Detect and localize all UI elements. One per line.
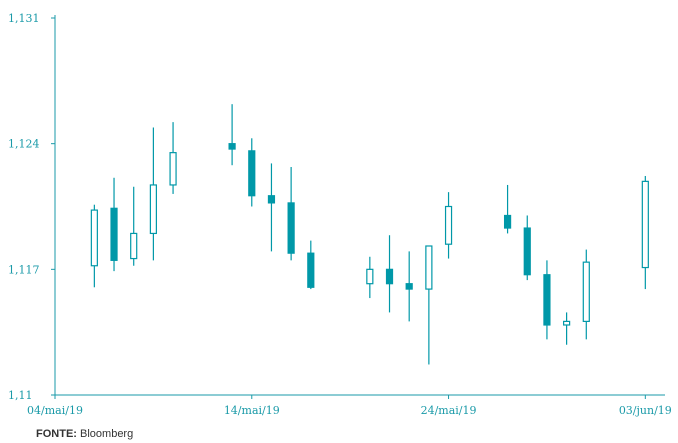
candle-body-up [149,184,157,235]
y-tick-label: 1,117 [8,263,40,276]
candle [523,215,531,281]
candle-body-down [287,202,295,254]
x-tick-label: 04/mai/19 [27,404,83,417]
candle [149,127,157,261]
x-tick-label: 03/jun/19 [619,404,672,417]
candle [405,251,413,322]
candle-body-up [563,320,571,326]
candle-body-down [307,252,315,288]
candle-body-down [405,283,413,290]
candle-body-down [543,274,551,326]
tick-labels: 1,131 1,124 1,117 1,11 04/mai/19 14/mai/19 24/… [8,12,672,417]
candle-body-down [248,150,256,197]
candle-body-down [228,143,236,150]
candle [563,312,571,345]
candle-body-up [444,205,453,245]
candle [228,104,236,166]
candle-body-up [582,261,590,322]
candle-body-up [169,152,177,186]
candle-body-up [425,245,433,290]
candle [307,240,315,290]
x-tick-label: 14/mai/19 [224,404,280,417]
candle-body-down [523,227,531,276]
candle [385,235,394,313]
candle-body-up [366,268,374,285]
candle-body-down [503,214,512,229]
candle [444,192,453,259]
candle [366,256,374,299]
candle-body-up [641,180,649,269]
candle [641,175,649,290]
candle [169,122,177,194]
candle [582,249,590,340]
y-tick-label: 1,124 [8,138,40,151]
candle-body-up [90,209,98,267]
candle [248,138,256,207]
candle [130,186,138,266]
source-label: FONTE: [36,428,77,440]
candle [287,167,295,261]
candle-body-down [385,268,394,285]
x-tick-label: 24/mai/19 [421,404,477,417]
candles-group [90,104,649,365]
source-note: FONTE: Bloomberg [36,428,133,440]
y-tick-label: 1,11 [8,389,33,402]
candle [90,204,98,288]
candle-body-down [110,207,118,261]
candle [543,260,551,340]
candle-body-down [267,195,276,204]
candle [503,184,512,234]
candle-body-up [130,232,138,260]
source-value: Bloomberg [80,428,134,440]
chart-axes [51,15,665,399]
candle [110,177,118,272]
candle [425,245,433,365]
y-tick-label: 1,131 [8,12,40,25]
candle [267,163,276,252]
